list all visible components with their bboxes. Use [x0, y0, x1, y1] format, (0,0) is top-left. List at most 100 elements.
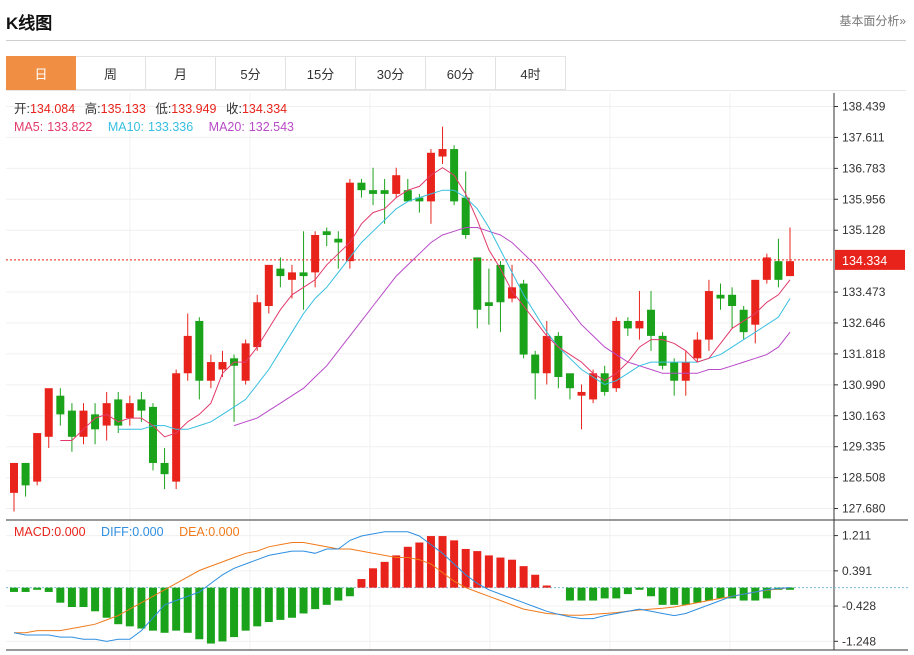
candle-down	[484, 302, 493, 306]
high-value: 135.133	[101, 102, 146, 116]
svg-text:开:134.084 高:135.133: 开:134.084 高:135.133 低:133.949 收:134.334	[14, 101, 287, 116]
diff-value: 0.000	[132, 525, 163, 539]
tab-5min[interactable]: 5分	[216, 56, 286, 90]
macd-bar-negative	[287, 587, 296, 618]
candle-down	[299, 272, 308, 277]
macd-bar-negative	[125, 587, 134, 627]
ma5-label: MA5:	[14, 120, 43, 134]
tab-60min[interactable]: 60分	[426, 56, 496, 90]
candle-up	[44, 388, 53, 437]
candle-down	[114, 399, 123, 426]
candle-down	[357, 182, 366, 191]
y-axis: 138.439 137.611 136.783 135.956 135.128 133.4…	[834, 99, 886, 648]
info-lines: 开:134.084 高:135.133 低:133.949 收:134.334 …	[14, 101, 294, 539]
macd-bar-negative	[172, 587, 181, 631]
macd-bar-negative	[56, 587, 65, 603]
macd-bar-positive	[380, 561, 389, 588]
candle-up	[253, 302, 262, 348]
tab-week[interactable]: 周	[76, 56, 146, 90]
macd-bar-positive	[415, 542, 424, 588]
macd-value: 0.000	[54, 525, 85, 539]
macd-bar-negative	[751, 587, 760, 601]
candle-up	[206, 362, 215, 381]
candle-down	[554, 335, 563, 377]
macd-y-tick-label: -0.428	[842, 599, 876, 613]
macd-bar-negative	[148, 587, 157, 631]
tab-4hour[interactable]: 4时	[496, 56, 566, 90]
y-tick-label: 128.508	[842, 471, 886, 485]
macd-bar-negative	[230, 587, 239, 638]
dea-line	[14, 542, 791, 634]
dea-label: DEA:	[179, 525, 208, 539]
candle-up	[311, 235, 320, 273]
tab-month[interactable]: 月	[146, 56, 216, 90]
macd-bar-negative	[311, 587, 320, 610]
last-price-label: 134.334	[842, 254, 887, 268]
candle-up	[264, 264, 273, 306]
y-tick-label: 131.818	[842, 347, 886, 361]
ma10-value: 133.336	[148, 120, 193, 134]
macd-bar-negative	[299, 587, 308, 614]
macd-bar-negative	[670, 587, 679, 605]
close-value: 134.334	[242, 102, 287, 116]
macd-bar-negative	[183, 587, 192, 633]
chart-frame	[6, 93, 908, 651]
candle-up	[577, 391, 586, 396]
macd-bar-positive	[392, 555, 401, 588]
candle-up	[392, 175, 401, 194]
diff-label: DIFF:	[101, 525, 132, 539]
last-price-box	[835, 249, 905, 270]
candle-down	[67, 410, 76, 437]
macd-bar-negative	[102, 587, 111, 618]
macd-y-tick-label: 1.211	[842, 529, 871, 543]
y-tick-label: 129.335	[842, 440, 886, 454]
period-tabs: 日 周 月 5分 15分 30分 60分 4时	[6, 56, 566, 90]
tab-day[interactable]: 日	[6, 56, 76, 90]
ma20-value: 132.543	[249, 120, 294, 134]
y-tick-label: 133.473	[842, 285, 886, 299]
macd-bar-negative	[600, 587, 609, 599]
ma10-label: MA10:	[108, 120, 144, 134]
fundamental-analysis-link[interactable]: 基本面分析»	[839, 14, 906, 28]
open-label: 开:	[14, 102, 30, 116]
candle-down	[369, 190, 378, 194]
candle-down	[716, 294, 725, 299]
candle-down	[600, 373, 609, 392]
tab-15min[interactable]: 15分	[286, 56, 356, 90]
macd-y-tick-label: 0.391	[842, 564, 872, 578]
last-price-marker: 134.334	[6, 249, 905, 270]
macd-bar-negative	[33, 587, 42, 590]
high-label: 高:	[85, 101, 101, 116]
macd-bar-positive	[369, 568, 378, 588]
candle-up	[183, 335, 192, 374]
candle-up	[786, 261, 794, 277]
y-tick-label: 137.611	[842, 130, 885, 144]
macd-bar-negative	[658, 587, 667, 605]
macd-bar-negative	[91, 587, 100, 612]
candle-down	[380, 190, 389, 194]
candle-down	[91, 414, 100, 430]
macd-bar-negative	[137, 587, 146, 629]
y-tick-label: 130.990	[842, 378, 886, 392]
dea-value: 0.000	[208, 525, 239, 539]
macd-bar-negative	[647, 587, 656, 597]
candle-down	[531, 354, 540, 374]
macd-bar-positive	[461, 548, 470, 588]
macd-bar-negative	[762, 587, 771, 599]
tab-30min[interactable]: 30分	[356, 56, 426, 90]
candle-down	[148, 406, 157, 463]
open-value: 134.084	[30, 102, 75, 116]
ma20-line	[233, 227, 791, 427]
macd-bar-positive	[531, 574, 540, 588]
macd-y-tick-label: -1.248	[842, 634, 876, 648]
candle-down	[519, 283, 528, 355]
macd-bar-negative	[728, 587, 737, 599]
macd-bar-negative	[345, 587, 354, 597]
macd-bar-negative	[44, 587, 53, 592]
y-tick-label: 135.956	[842, 192, 886, 206]
candle-up	[508, 287, 517, 299]
y-tick-label: 138.439	[842, 99, 886, 113]
candle-down	[276, 268, 285, 277]
ma5-line	[60, 167, 791, 441]
